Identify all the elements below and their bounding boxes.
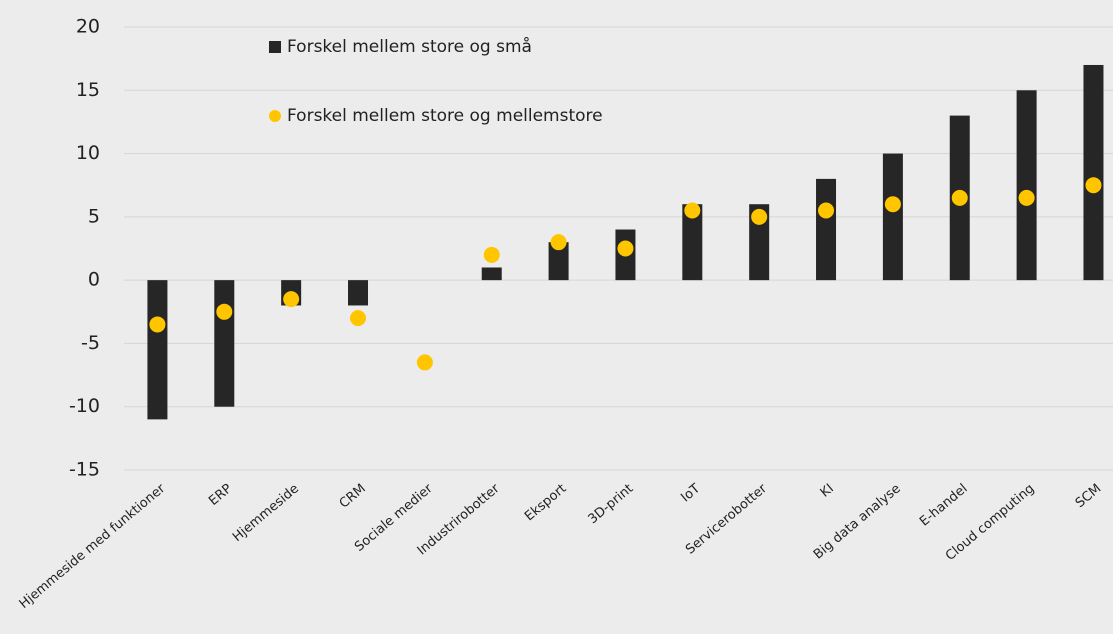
y-tick-label: 20 (76, 16, 100, 38)
dot (951, 189, 968, 206)
bar (147, 280, 168, 420)
x-tick-label: 3D-print (586, 481, 637, 527)
x-tick-label: E-handel (917, 481, 970, 529)
x-tick-label: ERP (206, 481, 235, 509)
legend-label: Forskel mellem store og små (287, 36, 532, 57)
bar (749, 204, 770, 281)
y-tick-label: 5 (88, 205, 100, 227)
x-tick-label: Eksport (522, 481, 569, 524)
legend-swatch (269, 110, 281, 122)
legend-label: Forskel mellem store og mellemstore (287, 106, 603, 126)
x-tick-label: Hjemmeside (230, 481, 302, 545)
dot (751, 208, 768, 225)
legend-swatch (269, 41, 281, 53)
dot (216, 303, 233, 320)
y-tick-label: -10 (69, 395, 100, 417)
x-tick-label: KI (818, 481, 837, 500)
x-tick-label: SCM (1073, 481, 1105, 511)
dot (684, 202, 701, 219)
bar (682, 204, 703, 281)
bar (214, 280, 235, 407)
dot (350, 310, 367, 327)
bar (348, 280, 369, 306)
bar (1016, 90, 1037, 281)
bar (548, 242, 569, 281)
y-tick-label: 15 (76, 79, 100, 101)
dot (483, 246, 500, 263)
bar (481, 267, 502, 281)
y-tick-label: 10 (76, 142, 100, 164)
dot (1085, 177, 1102, 194)
x-tick-label: CRM (337, 481, 369, 511)
dot (617, 240, 634, 257)
y-tick-label: -15 (69, 459, 100, 481)
x-tick-label: IoT (678, 481, 703, 505)
dot (416, 354, 433, 371)
dot (149, 316, 166, 333)
dot (550, 234, 567, 251)
y-tick-label: -5 (81, 332, 100, 354)
dot (818, 202, 835, 219)
bar (882, 153, 903, 281)
dot (283, 291, 300, 308)
x-tick-label: Hjemmeside med funktioner (17, 481, 169, 612)
dot (884, 196, 901, 213)
dot (1018, 189, 1035, 206)
y-tick-label: 0 (88, 269, 100, 291)
bar (1083, 64, 1104, 281)
bar (816, 178, 837, 281)
